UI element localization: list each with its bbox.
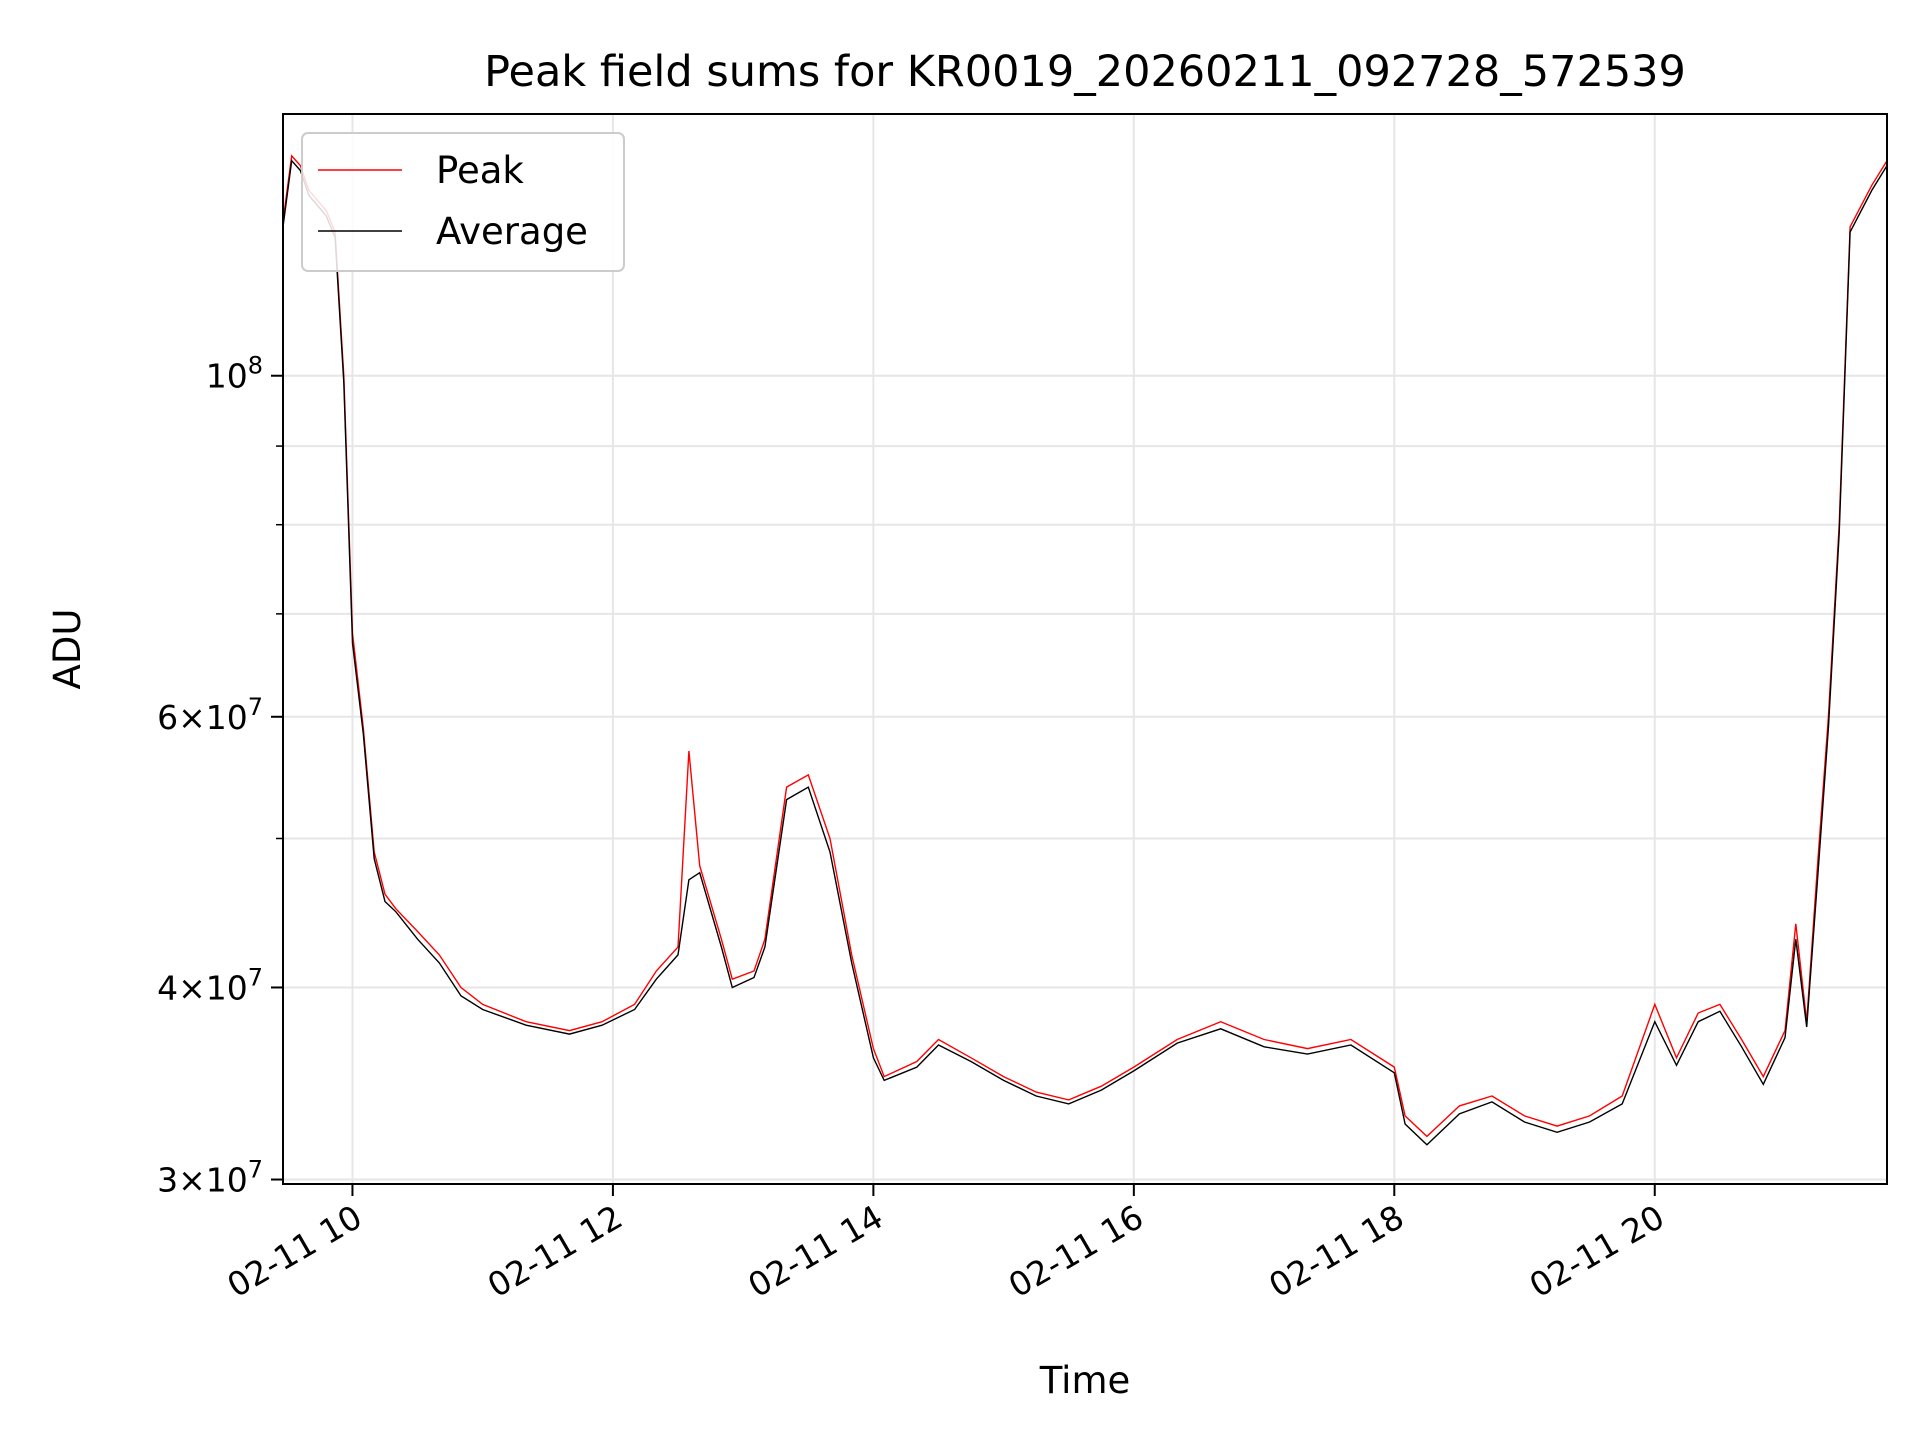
x-tick-label: 02-11 16 — [1002, 1197, 1150, 1305]
legend-label-average: Average — [436, 210, 588, 253]
series-layer — [282, 154, 1888, 1146]
y-tick-mantissa: 6 — [157, 698, 178, 737]
grid — [283, 114, 1887, 1184]
y-tick-exponent: 8 — [248, 352, 263, 380]
x-tick-label: 02-11 18 — [1262, 1197, 1410, 1305]
x-tick-label: 02-11 10 — [220, 1197, 368, 1305]
y-axis-ticks: 3×107 4×107 6×107 108 — [157, 352, 283, 1200]
series-line-average — [282, 159, 1888, 1146]
x-tick-label: 02-11 20 — [1523, 1197, 1671, 1305]
plot-background — [283, 114, 1887, 1184]
legend: Peak Average — [301, 132, 625, 272]
y-tick-exponent: 7 — [248, 693, 263, 721]
y-tick-label: 3×107 — [157, 1156, 263, 1200]
y-axis-label: ADU — [46, 609, 89, 690]
x-tick-label: 02-11 14 — [741, 1197, 889, 1305]
plot-frame — [282, 113, 1888, 1185]
y-tick-exponent: 7 — [248, 963, 263, 991]
y-tick-label: 108 — [206, 352, 263, 396]
x-tick-label: 02-11 12 — [481, 1197, 629, 1305]
series-line-peak — [282, 154, 1888, 1138]
legend-box — [301, 132, 625, 272]
x-axis-label: Time — [1039, 1359, 1131, 1402]
y-tick-mantissa: 4 — [157, 968, 178, 1007]
y-tick-label: 4×107 — [157, 963, 263, 1007]
x-axis-ticks: 02-11 10 02-11 12 02-11 14 02-11 16 02-11 18… — [220, 1184, 1671, 1305]
y-tick-exponent: 7 — [248, 1156, 263, 1184]
legend-label-peak: Peak — [436, 149, 524, 192]
y-tick-label: 6×107 — [157, 693, 263, 737]
y-tick-mantissa: 3 — [157, 1161, 178, 1200]
chart-title: Peak field sums for KR0019_20260211_0927… — [484, 47, 1686, 97]
